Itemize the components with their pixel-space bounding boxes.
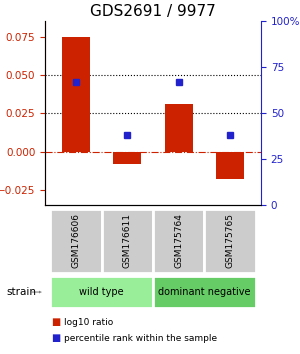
Text: GSM176611: GSM176611 bbox=[123, 213, 132, 268]
Text: GSM175765: GSM175765 bbox=[226, 213, 235, 268]
Bar bbox=[165, 104, 193, 152]
Text: ■: ■ bbox=[51, 333, 60, 343]
Bar bbox=[102, 209, 153, 273]
Bar bbox=[62, 36, 90, 152]
Text: wild type: wild type bbox=[79, 287, 124, 297]
Bar bbox=[204, 209, 256, 273]
Text: dominant negative: dominant negative bbox=[158, 287, 251, 297]
Text: log10 ratio: log10 ratio bbox=[64, 318, 114, 327]
Text: GSM175764: GSM175764 bbox=[174, 213, 183, 268]
Bar bbox=[153, 276, 256, 308]
Title: GDS2691 / 9977: GDS2691 / 9977 bbox=[90, 4, 216, 19]
Bar bbox=[153, 209, 204, 273]
Text: strain: strain bbox=[6, 287, 36, 297]
Bar bbox=[216, 152, 244, 179]
Bar bbox=[50, 209, 102, 273]
Text: percentile rank within the sample: percentile rank within the sample bbox=[64, 333, 218, 343]
Bar bbox=[113, 152, 141, 164]
Bar bbox=[50, 276, 153, 308]
Text: GSM176606: GSM176606 bbox=[71, 213, 80, 268]
Text: ■: ■ bbox=[51, 317, 60, 327]
